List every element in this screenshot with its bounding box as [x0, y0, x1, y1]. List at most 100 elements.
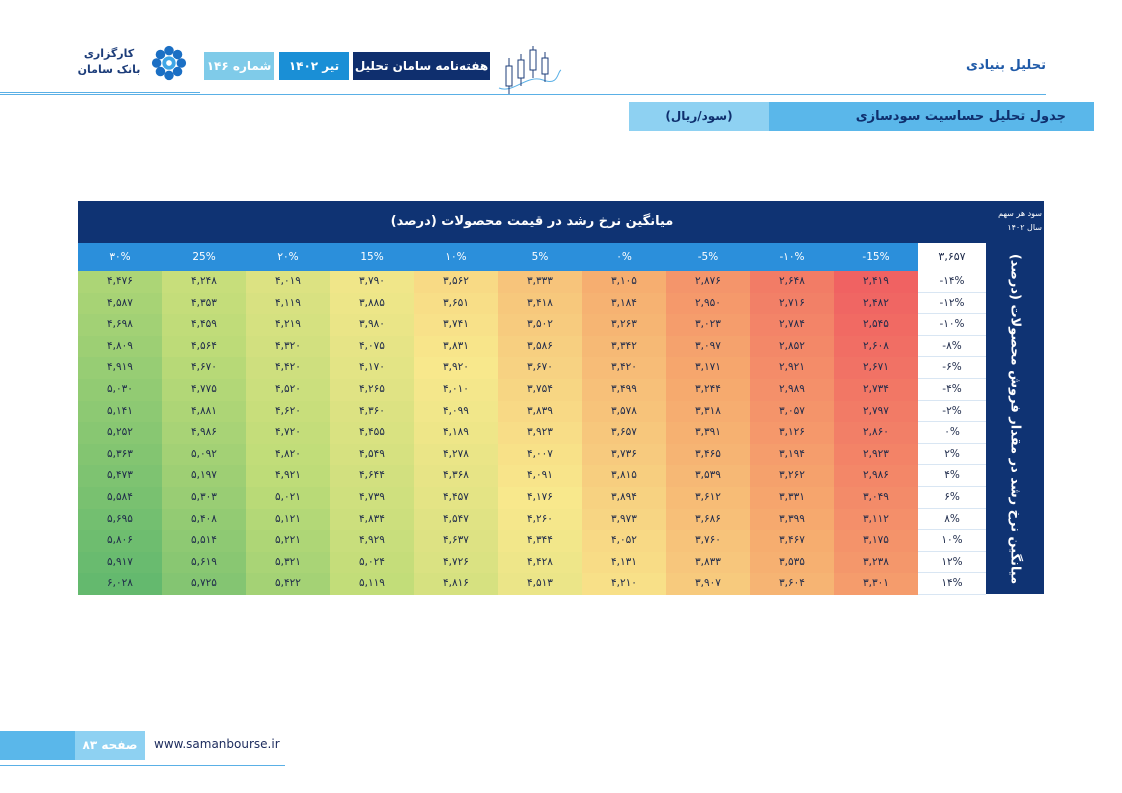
table-cell: ۴,۰۰۷ — [498, 443, 582, 466]
table-cell: ۲,۹۲۳ — [834, 443, 918, 466]
table-cell: ۴,۱۷۶ — [498, 487, 582, 509]
section-unit: (سود/ریال) — [665, 109, 733, 123]
column-header: 5% — [498, 243, 582, 271]
table-cell: ۳,۶۵۱ — [414, 292, 498, 315]
table-cell: ۳,۲۳۸ — [834, 551, 918, 574]
table-cell: ۴,۰۹۱ — [498, 465, 582, 487]
table-cell: ۳,۰۲۳ — [666, 314, 750, 336]
corner-line2: سال ۱۴۰۲ — [1007, 223, 1042, 232]
table-cell: ۴,۴۷۶ — [78, 271, 162, 293]
table-cell: ۴,۴۵۵ — [330, 422, 414, 444]
table-cell: ۴,۸۳۴ — [330, 508, 414, 531]
logo-line1: کارگزاری — [83, 47, 135, 60]
table-cell: ۳,۴۶۵ — [666, 443, 750, 466]
row-header: ۱۴% — [918, 573, 986, 595]
table-cell: ۳,۱۱۲ — [834, 508, 918, 531]
table-row: ۴,۴۷۶ ۴,۲۴۸ ۴,۰۱۹ ۳,۷۹۰ ۳,۵۶۲ ۳,۳۳۳ ۳,۱۰۵ ۲,۸۷۶… — [78, 271, 986, 293]
table-cell: ۴,۸۸۱ — [162, 400, 246, 423]
table-cell: ۳,۸۱۵ — [582, 465, 666, 487]
row-header: ۲% — [918, 443, 986, 466]
corner-line1: سود هر سهم — [998, 209, 1042, 218]
logo-text: کارگزاری بانک سامان — [70, 46, 148, 78]
table-cell: ۵,۲۵۲ — [78, 422, 162, 444]
table-cell: ۴,۵۴۷ — [414, 508, 498, 531]
table-cell: ۵,۶۹۵ — [78, 508, 162, 531]
logo-line2: بانک سامان — [77, 63, 141, 76]
table-cell: ۲,۶۷۱ — [834, 357, 918, 379]
table-cell: ۳,۸۳۳ — [666, 551, 750, 574]
row-header: ۱۲% — [918, 551, 986, 574]
column-header: ۳۰% — [78, 243, 162, 271]
table-cell: ۴,۷۷۵ — [162, 379, 246, 401]
sensitivity-table: میانگین نرخ رشد در قیمت محصولات (درصد) س… — [78, 201, 1044, 595]
table-cell: ۵,۰۹۲ — [162, 443, 246, 466]
footer-bar — [0, 731, 75, 760]
table-cell: ۳,۰۹۷ — [666, 335, 750, 358]
table-cell: ۴,۰۷۵ — [330, 335, 414, 358]
table-cell: ۴,۰۱۹ — [246, 271, 330, 293]
table-cell: ۳,۳۹۱ — [666, 422, 750, 444]
table-cell: ۳,۴۱۸ — [498, 292, 582, 315]
column-header: 25% — [162, 243, 246, 271]
table-cell: ۲,۸۵۲ — [750, 335, 834, 358]
table-cell: ۲,۹۸۶ — [834, 465, 918, 487]
section-label: تحلیل بنیادی — [966, 58, 1046, 73]
footer-divider — [0, 765, 285, 766]
table-cell: ۴,۶۹۸ — [78, 314, 162, 336]
table-cell: ۳,۵۰۲ — [498, 314, 582, 336]
table-cell: ۲,۹۵۰ — [666, 292, 750, 315]
table-cell: ۳,۷۳۶ — [582, 443, 666, 466]
table-cell: ۵,۴۷۳ — [78, 465, 162, 487]
table-cell: ۳,۳۹۹ — [750, 508, 834, 531]
table-row: ۴,۸۰۹ ۴,۵۶۴ ۴,۳۲۰ ۴,۰۷۵ ۳,۸۳۱ ۳,۵۸۶ ۳,۳۴۲ ۳,۰۹۷… — [78, 335, 986, 358]
table-row: ۴,۶۹۸ ۴,۴۵۹ ۴,۲۱۹ ۳,۹۸۰ ۳,۷۴۱ ۳,۵۰۲ ۳,۲۶۳ ۳,۰۲۳… — [78, 314, 986, 336]
section-title-bar: جدول تحلیل حساسیت سودسازی (سود/ریال) — [629, 102, 1094, 131]
table-cell: ۳,۴۲۰ — [582, 357, 666, 379]
table-cell: ۴,۹۲۹ — [330, 530, 414, 552]
table-cell: ۳,۹۰۷ — [666, 573, 750, 595]
table-cell: ۲,۷۹۷ — [834, 400, 918, 423]
table-cell: ۳,۶۷۰ — [498, 357, 582, 379]
table-cell: ۳,۲۶۲ — [750, 465, 834, 487]
table-cell: ۴,۱۱۹ — [246, 292, 330, 315]
table-cell: ۳,۵۷۸ — [582, 400, 666, 423]
table-cell: ۴,۱۸۹ — [414, 422, 498, 444]
table-row: ۵,۰۳۰ ۴,۷۷۵ ۴,۵۲۰ ۴,۲۶۵ ۴,۰۱۰ ۳,۷۵۴ ۳,۴۹۹ ۳,۲۴۴… — [78, 379, 986, 401]
table-cell: ۵,۵۱۴ — [162, 530, 246, 552]
row-header: ۴% — [918, 465, 986, 487]
table-cell: ۴,۹۸۶ — [162, 422, 246, 444]
table-cell: ۵,۱۲۱ — [246, 508, 330, 531]
table-cell: ۴,۲۱۰ — [582, 573, 666, 595]
table-cell: ۳,۳۳۱ — [750, 487, 834, 509]
table-cell: ۳,۱۷۵ — [834, 530, 918, 552]
column-header: ۲۰% — [246, 243, 330, 271]
table-cell: ۴,۲۴۸ — [162, 271, 246, 293]
table-cell: ۴,۳۶۰ — [330, 400, 414, 423]
table-cell: ۳,۸۳۱ — [414, 335, 498, 358]
issue-number-pill: شماره ۱۴۶ — [204, 52, 274, 80]
table-cell: ۵,۴۰۸ — [162, 508, 246, 531]
row-header: -۴% — [918, 379, 986, 401]
table-cell: ۴,۲۷۸ — [414, 443, 498, 466]
table-cell: ۴,۴۲۸ — [498, 551, 582, 574]
table-cell: ۴,۴۵۹ — [162, 314, 246, 336]
column-header-row: ۳۰% 25% ۲۰% 15% ۱۰% 5% ۰% -5% -۱۰% -15% — [78, 243, 986, 271]
table-cell: ۳,۵۳۵ — [750, 551, 834, 574]
column-header: ۱۰% — [414, 243, 498, 271]
table-cell: ۳,۹۸۰ — [330, 314, 414, 336]
table-cell: ۴,۵۱۳ — [498, 573, 582, 595]
table-cell: ۳,۵۸۶ — [498, 335, 582, 358]
table-cell: ۴,۳۲۰ — [246, 335, 330, 358]
table-cell: ۵,۰۳۰ — [78, 379, 162, 401]
section-title: جدول تحلیل حساسیت سودسازی — [855, 109, 1066, 124]
table-cell: ۳,۱۸۴ — [582, 292, 666, 315]
table-cell: ۴,۳۴۴ — [498, 530, 582, 552]
table-cell: ۳,۵۶۲ — [414, 271, 498, 293]
table-cell: ۴,۰۹۹ — [414, 400, 498, 423]
table-cell: ۴,۸۱۶ — [414, 573, 498, 595]
table-cell: ۲,۹۲۱ — [750, 357, 834, 379]
table-cell: ۳,۳۴۲ — [582, 335, 666, 358]
row-header: ۰% — [918, 422, 986, 444]
table-row: ۵,۵۸۴ ۵,۳۰۳ ۵,۰۲۱ ۴,۷۳۹ ۴,۴۵۷ ۴,۱۷۶ ۳,۸۹۴ ۳,۶۱۲… — [78, 487, 986, 509]
table-cell: ۵,۱۹۷ — [162, 465, 246, 487]
